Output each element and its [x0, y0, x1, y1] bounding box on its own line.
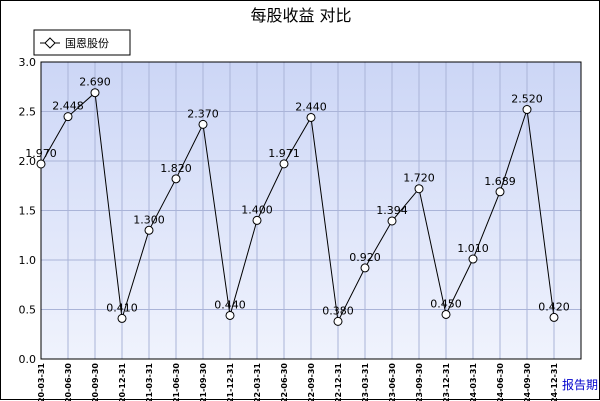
- data-label: 1.970: [25, 147, 57, 160]
- x-tick-label: 2022-12-31: [334, 363, 343, 401]
- legend-marker: [44, 37, 56, 49]
- data-point: [360, 263, 370, 273]
- data-label: 1.689: [484, 175, 516, 188]
- data-label: 1.010: [457, 242, 489, 255]
- x-tick-label: 2023-06-30: [388, 363, 397, 401]
- x-tick-label: 2022-09-30: [307, 363, 316, 401]
- plot-border: [40, 61, 582, 360]
- data-label: 0.410: [106, 301, 138, 314]
- y-tick-label: 2.5: [19, 106, 37, 119]
- data-point: [306, 112, 316, 122]
- series-line: [40, 91, 555, 324]
- data-point: [171, 174, 181, 184]
- data-label: 0.450: [430, 297, 462, 310]
- data-point: [198, 119, 208, 129]
- x-tick-label: 2021-12-31: [226, 363, 235, 401]
- x-tick-label: 2024-03-31: [469, 363, 478, 401]
- data-label: 2.440: [295, 100, 327, 113]
- y-tick-label: 3.0: [19, 56, 37, 69]
- data-point: [144, 225, 154, 235]
- data-label: 2.448: [52, 100, 84, 113]
- data-point: [225, 310, 235, 320]
- x-tick-label: 2024-09-30: [523, 363, 532, 401]
- y-tick-label: 0.0: [19, 353, 37, 366]
- data-label: 0.440: [214, 298, 246, 311]
- y-tick-label: 2.0: [19, 155, 37, 168]
- data-label: 1.394: [376, 204, 408, 217]
- data-label: 1.300: [133, 213, 165, 226]
- data-point: [90, 88, 100, 98]
- y-tick-label: 1.0: [19, 254, 37, 267]
- data-label: 0.920: [349, 251, 381, 264]
- data-label: 2.520: [511, 93, 543, 106]
- data-point: [117, 313, 127, 323]
- y-tick-label: 1.5: [19, 205, 37, 218]
- data-label: 1.820: [160, 162, 192, 175]
- data-point: [549, 312, 559, 322]
- data-label: 0.420: [538, 300, 570, 313]
- data-point: [252, 215, 262, 225]
- data-label: 2.370: [187, 107, 219, 120]
- x-tick-label: 2020-06-30: [64, 363, 73, 401]
- x-tick-label: 2020-09-30: [91, 363, 100, 401]
- x-tick-label: 2024-12-31: [550, 363, 559, 401]
- x-tick-label: 2022-03-31: [253, 363, 262, 401]
- x-tick-label: 2021-03-31: [145, 363, 154, 401]
- data-label: 1.400: [241, 203, 273, 216]
- data-label: 2.690: [79, 76, 111, 89]
- data-point: [63, 112, 73, 122]
- x-tick-label: 2023-12-31: [442, 363, 451, 401]
- y-tick-label: 0.5: [19, 304, 37, 317]
- data-label: 0.380: [322, 304, 354, 317]
- x-tick-label: 2023-09-30: [415, 363, 424, 401]
- x-tick-label: 2021-09-30: [199, 363, 208, 401]
- data-point: [414, 184, 424, 194]
- x-tick-label: 2020-03-31: [37, 363, 46, 401]
- data-point: [36, 159, 46, 169]
- data-point: [279, 159, 289, 169]
- x-axis-label: 报告期: [562, 377, 598, 392]
- data-label: 1.720: [403, 172, 435, 185]
- data-point: [468, 254, 478, 264]
- legend-label: 国恩股份: [65, 37, 109, 50]
- x-tick-label: 2022-06-30: [280, 363, 289, 401]
- data-label: 1.971: [268, 147, 300, 160]
- data-point: [441, 309, 451, 319]
- data-point: [522, 105, 532, 115]
- data-point: [387, 216, 397, 226]
- chart-title: 每股收益 对比: [250, 6, 351, 25]
- data-point: [495, 187, 505, 197]
- x-tick-label: 2021-06-30: [172, 363, 181, 401]
- x-tick-label: 2023-03-31: [361, 363, 370, 401]
- x-tick-label: 2024-06-30: [496, 363, 505, 401]
- data-point: [333, 316, 343, 326]
- x-tick-label: 2020-12-31: [118, 363, 127, 401]
